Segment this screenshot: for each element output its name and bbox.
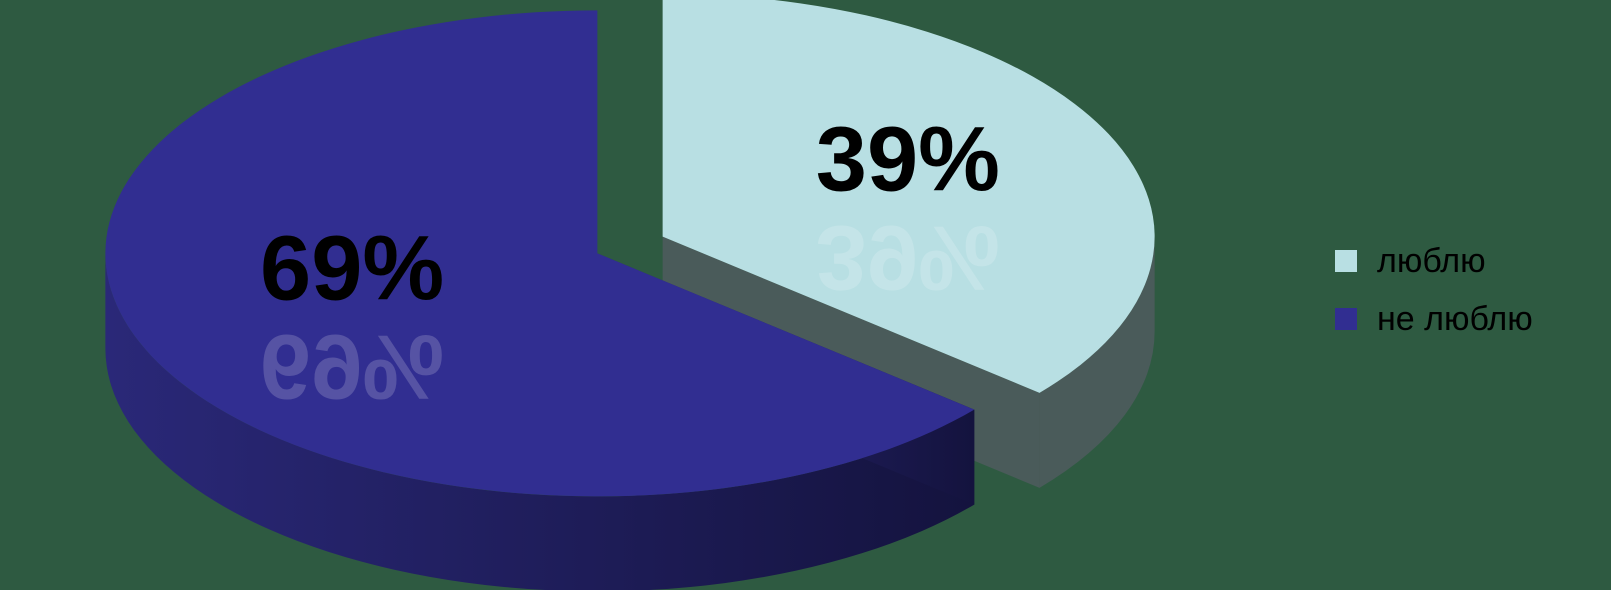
legend-label: не люблю	[1377, 299, 1533, 338]
legend: люблю не люблю	[1335, 232, 1533, 348]
data-label-reflection-lyublyu: 39%	[816, 206, 1000, 308]
data-label-ne-lyublyu: 69%	[260, 218, 444, 320]
legend-item-lyublyu: люблю	[1335, 232, 1533, 290]
legend-item-ne-lyublyu: не люблю	[1335, 290, 1533, 348]
pie-slice-side-ne-lyublyu	[105, 253, 975, 590]
data-label-lyublyu: 39%	[816, 108, 1000, 210]
pie-slice-side-lyublyu	[1039, 236, 1155, 488]
legend-label: люблю	[1377, 241, 1486, 280]
pie-slice-lyublyu	[662, 0, 1155, 393]
legend-swatch	[1335, 250, 1357, 272]
pie-slice-ne-lyublyu	[105, 10, 975, 497]
legend-swatch	[1335, 308, 1357, 330]
data-label-reflection-ne-lyublyu: 69%	[260, 316, 444, 418]
